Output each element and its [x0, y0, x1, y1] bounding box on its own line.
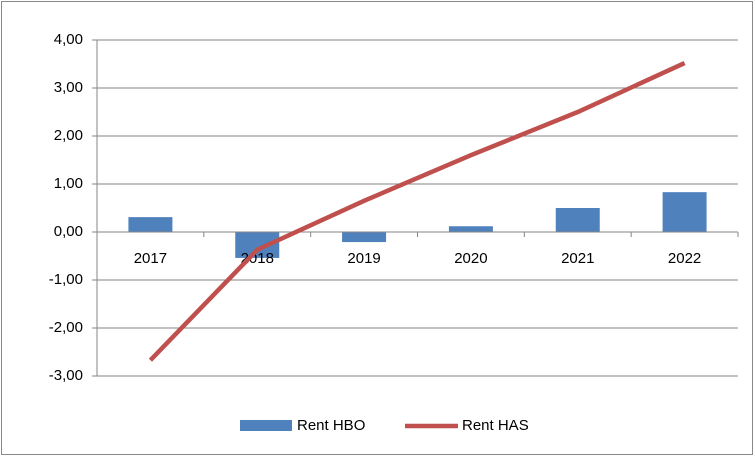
- y-tick-label: -3,00: [49, 367, 83, 384]
- legend-label: Rent HBO: [297, 417, 365, 434]
- line: [148, 60, 686, 362]
- x-tick-label: 2018: [241, 250, 274, 267]
- bar: [555, 208, 600, 232]
- bar: [662, 192, 707, 232]
- bar: [128, 217, 173, 232]
- x-tick-label: 2021: [561, 250, 594, 267]
- y-tick-label: 2,00: [54, 127, 83, 144]
- x-tick-label: 2022: [668, 250, 701, 267]
- legend-label: Rent HAS: [462, 417, 529, 434]
- x-tick-label: 2019: [347, 250, 380, 267]
- bar: [448, 226, 493, 232]
- y-tick-label: 0,00: [54, 223, 83, 240]
- legend-swatch: [240, 420, 292, 431]
- x-tick-label: 2017: [134, 250, 167, 267]
- bar: [342, 232, 387, 243]
- y-tick-label: 1,00: [54, 175, 83, 192]
- y-tick-label: 4,00: [54, 31, 83, 48]
- y-tick-label: -2,00: [49, 319, 83, 336]
- y-tick-label: 3,00: [54, 79, 83, 96]
- x-tick-label: 2020: [454, 250, 487, 267]
- y-tick-label: -1,00: [49, 271, 83, 288]
